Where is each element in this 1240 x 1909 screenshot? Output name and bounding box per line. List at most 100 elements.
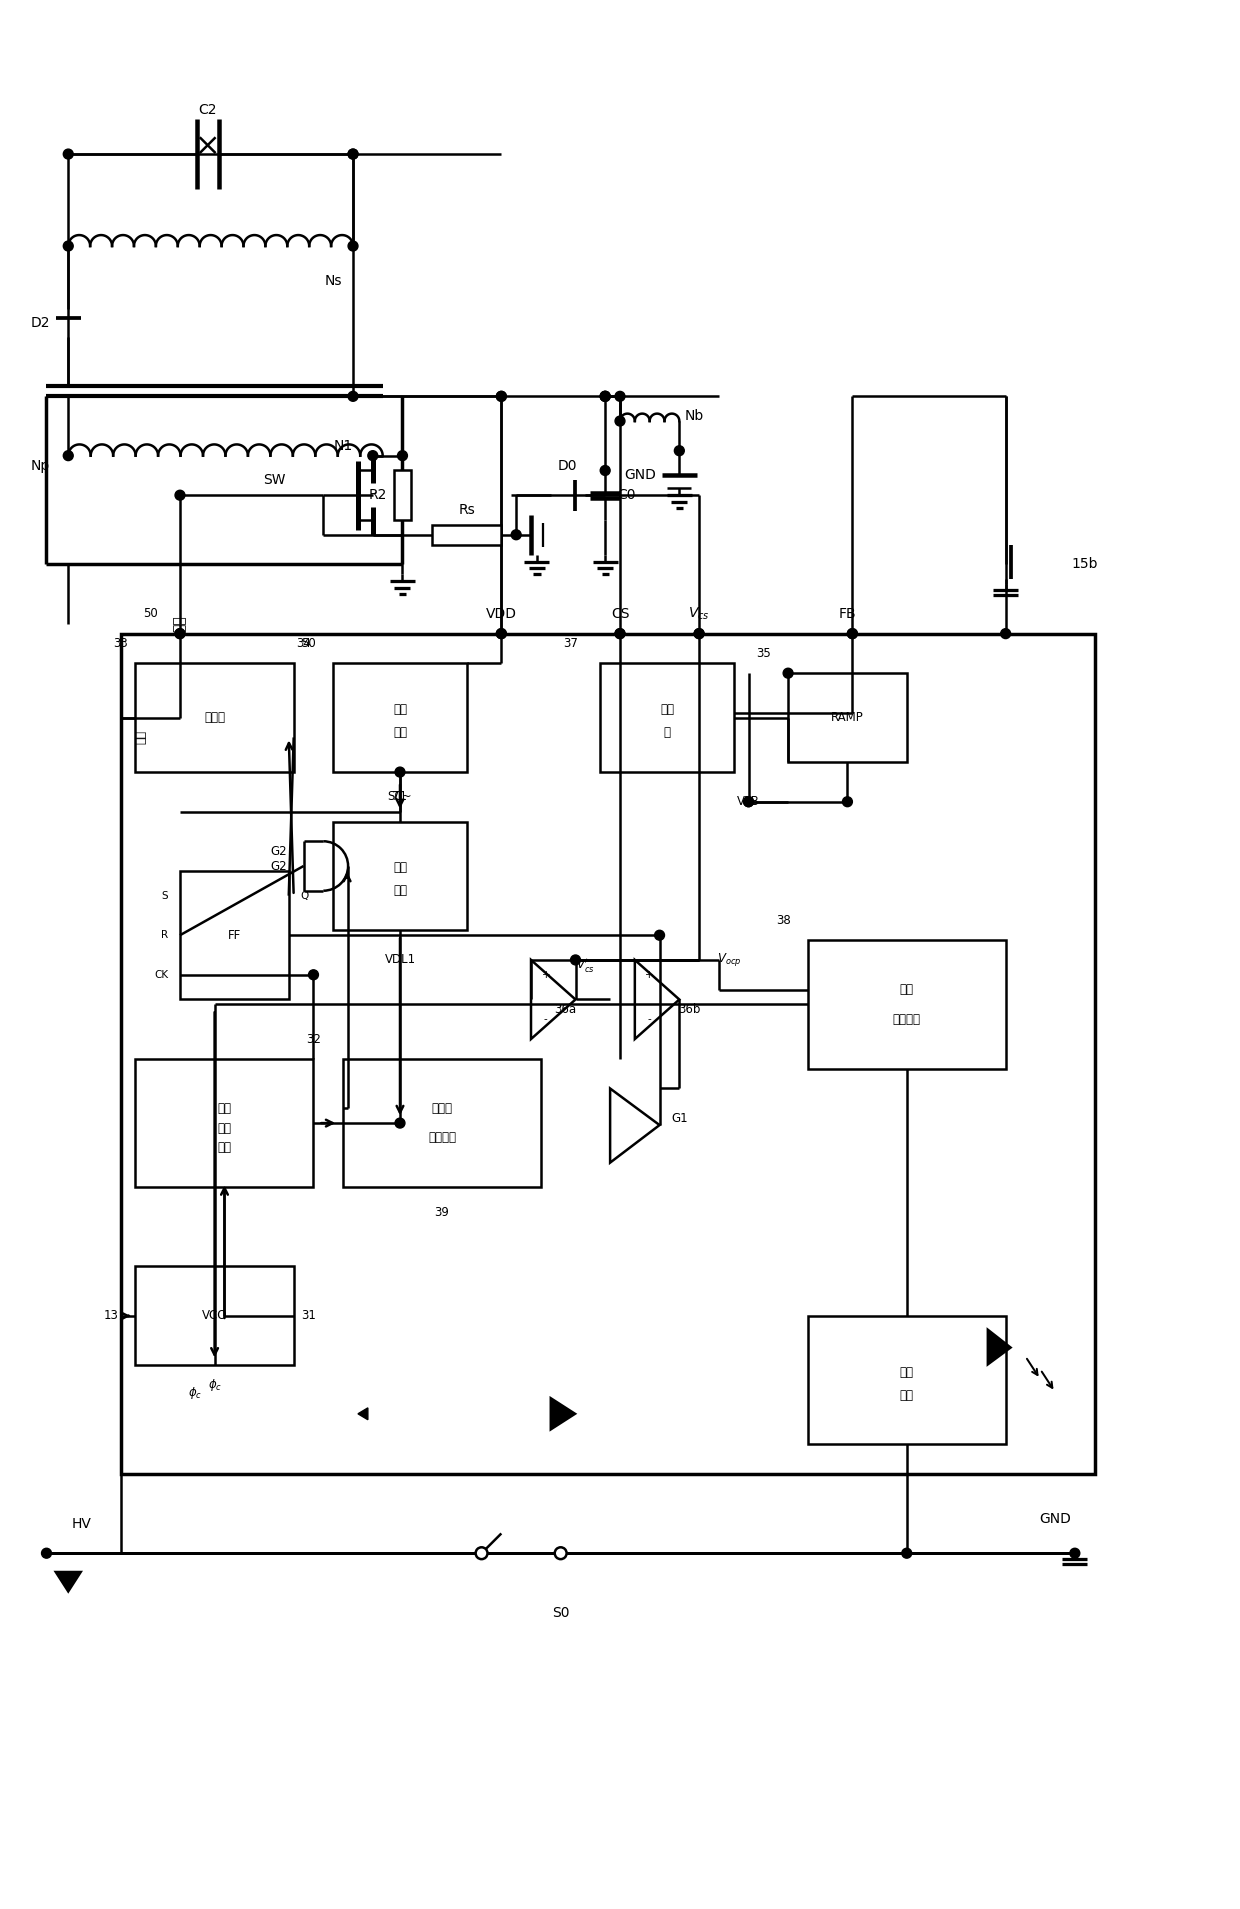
Text: 放电: 放电 [900,1365,914,1378]
Circle shape [600,391,610,401]
Circle shape [496,391,506,401]
Text: Nb: Nb [684,409,704,424]
Text: +: + [542,970,551,979]
Text: 33: 33 [113,638,128,651]
Text: $\phi_c$: $\phi_c$ [187,1386,202,1401]
Text: -: - [544,1014,548,1025]
Circle shape [744,796,754,808]
Circle shape [600,391,610,401]
Text: 输出: 输出 [134,731,146,745]
Circle shape [396,1119,405,1128]
Text: CK: CK [154,970,169,979]
Polygon shape [551,1397,575,1430]
Text: 36b: 36b [678,1002,701,1016]
Text: SW: SW [263,473,285,487]
Bar [808,939,1006,1069]
Text: 35: 35 [756,647,771,661]
Bar [334,821,466,930]
Text: +: + [645,970,653,979]
Text: 内部: 内部 [393,861,407,874]
Circle shape [600,391,610,401]
Circle shape [396,767,405,777]
Text: D0: D0 [558,458,578,473]
Text: S0~: S0~ [388,790,413,804]
Text: 38: 38 [776,914,791,928]
Circle shape [175,628,185,640]
Text: 71: 71 [393,790,408,804]
Text: C2: C2 [198,103,217,116]
Circle shape [655,930,665,939]
Text: Rs: Rs [459,504,475,517]
Text: 占空比: 占空比 [432,1101,453,1115]
Bar [180,871,289,1000]
Text: C0: C0 [618,489,636,502]
Text: 电路: 电路 [393,725,407,739]
Text: 时钟: 时钟 [217,1101,232,1115]
Text: G2: G2 [270,844,288,857]
Text: G2: G2 [270,859,288,872]
Circle shape [847,628,857,640]
Circle shape [694,628,704,640]
Circle shape [615,416,625,426]
Text: S: S [161,892,169,901]
Circle shape [1070,1548,1080,1558]
Circle shape [496,628,506,640]
Circle shape [496,628,506,640]
Text: 电路: 电路 [900,1388,914,1401]
Circle shape [348,149,358,158]
Circle shape [63,149,73,158]
Text: R2: R2 [368,489,387,502]
Text: $\phi_c$: $\phi_c$ [207,1376,222,1394]
Circle shape [42,1548,51,1558]
Circle shape [348,241,358,250]
Circle shape [476,1548,486,1558]
Text: Ns: Ns [325,273,342,288]
Text: 50: 50 [143,607,157,620]
Text: 控制电路: 控制电路 [893,1014,921,1025]
Text: VDD: VDD [486,607,517,620]
Text: FF: FF [228,928,241,941]
Circle shape [570,954,580,964]
Text: 限制电路: 限制电路 [428,1132,456,1143]
Circle shape [556,1548,565,1558]
Text: 37: 37 [563,638,578,651]
Bar [600,662,734,771]
Text: GND: GND [624,468,656,483]
Circle shape [63,241,73,250]
Circle shape [615,628,625,640]
Circle shape [175,628,185,640]
Bar [432,525,501,544]
Circle shape [554,1548,567,1560]
Text: CS: CS [611,607,629,620]
Bar [334,662,466,771]
Bar [135,1059,314,1187]
Bar [135,662,294,771]
Text: N1: N1 [334,439,352,452]
Circle shape [615,391,625,401]
Circle shape [744,796,754,808]
Text: 电源: 电源 [393,884,407,897]
Text: $V_{cs}$: $V_{cs}$ [688,605,711,622]
Text: 50: 50 [301,638,316,651]
Circle shape [398,451,408,460]
Text: VDL1: VDL1 [384,953,415,966]
Text: D2: D2 [31,317,51,330]
Text: 13: 13 [103,1310,118,1323]
Text: FB: FB [838,607,857,620]
Circle shape [784,668,794,678]
Text: 栅极: 栅极 [174,615,187,632]
Circle shape [476,1548,487,1560]
Circle shape [675,447,684,456]
Text: RAMP: RAMP [831,712,864,724]
Polygon shape [988,1331,1011,1365]
Circle shape [847,628,857,640]
Circle shape [615,628,625,640]
Circle shape [511,531,521,540]
Text: -: - [647,1014,651,1025]
Circle shape [694,628,704,640]
Bar [120,634,1095,1474]
Text: 34: 34 [296,638,311,651]
Circle shape [1001,628,1011,640]
Text: Np: Np [31,458,50,473]
Text: 频率: 频率 [900,983,914,996]
